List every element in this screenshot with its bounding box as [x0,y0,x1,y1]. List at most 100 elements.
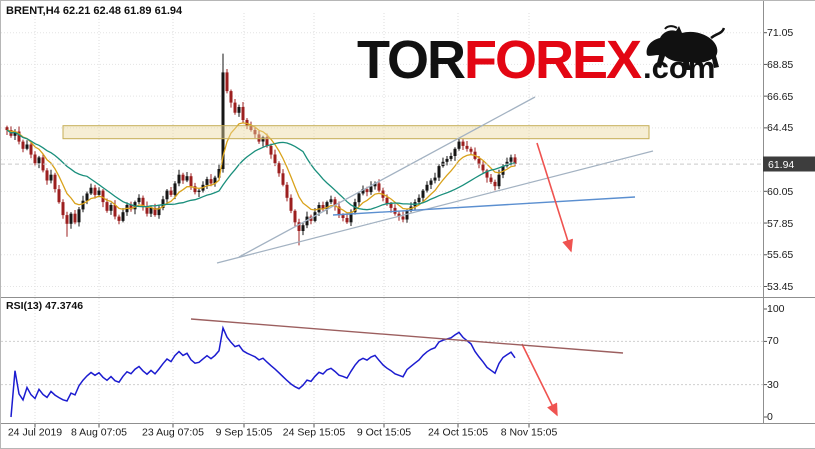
candle-body [77,209,81,223]
candle-body [161,199,165,208]
forecast-arrow [521,343,558,417]
candle-body [469,148,473,152]
candle-body [461,141,465,146]
candle-body [429,180,433,185]
candle-body [61,202,65,216]
logo-text-tor: TOR [357,30,466,90]
candle-body [437,166,441,178]
candle-body [301,225,305,231]
symbol-ohlc-readout: BRENT,H4 62.21 62.48 61.89 61.94 [6,5,183,17]
candle-body [145,206,149,214]
candle-body [465,145,469,149]
candle-body [129,205,133,210]
candle-body [209,179,213,184]
candle-body [333,199,337,207]
time-axis-label: 8 Aug 07:05 [71,427,127,439]
candle-body [25,144,29,149]
candle-body [501,166,505,175]
rsi-trend-line [190,318,624,354]
candle-body [345,218,349,223]
candle-body [137,197,141,203]
rsi-panel-area[interactable] [1,298,763,423]
ma-slow-line [6,129,516,211]
price-axis-label: 55.65 [767,249,793,261]
time-axis-label: 8 Nov 15:05 [501,427,558,439]
candle-body [261,137,265,142]
candle-body [141,197,145,207]
candle-body [457,141,461,149]
candle-body [169,190,173,195]
candle-body [489,177,493,182]
candle-body [217,169,221,178]
candle-body [373,183,377,187]
price-axis-label: 64.45 [767,122,793,134]
candle-body [397,213,401,217]
candle-body [205,179,209,185]
candle-body [269,145,273,155]
price-axis[interactable] [764,1,815,423]
rsi-axis-label: 30 [767,379,779,391]
candle-body [101,190,105,203]
price-axis-label: 71.05 [767,27,793,39]
candle-body [485,170,489,178]
rsi-value-line [10,325,516,418]
candle-body [365,189,369,193]
rsi-axis-label: 100 [767,303,785,315]
candle-body [33,154,37,164]
candle-body [405,210,409,220]
forecast-arrow [536,142,573,253]
candle-body [21,141,25,149]
candle-body [425,184,429,191]
candle-body [121,212,125,221]
candle-body [389,203,393,208]
candle-body [181,174,185,181]
moving-average-lines [6,122,516,214]
candle-body [149,207,153,214]
candle-body [185,176,189,181]
candle-body [177,174,181,184]
price-axis-label: 53.45 [767,281,793,293]
candle-body [57,189,61,203]
candle-body [497,174,501,187]
candle-body [225,72,229,92]
candle-body [281,173,285,185]
price-axis-label: 57.85 [767,218,793,230]
candle-body [73,213,77,223]
candle-body [433,177,437,181]
time-axis[interactable] [1,424,815,448]
candle-body [93,187,97,195]
candle-body [293,210,297,223]
candle-body [289,197,293,211]
candle-body [229,91,233,103]
main-chart-area[interactable] [1,1,763,297]
candle-body [265,137,269,146]
logo-text-forex: FOREX [464,30,642,90]
candle-body [85,193,89,201]
candle-body [513,157,517,164]
candle-body [153,207,157,216]
candle-body [97,190,101,195]
candle-body [117,216,121,221]
candle-body [173,183,177,195]
trend-line [238,96,536,258]
candle-body [361,189,365,194]
candle-body [89,187,93,194]
candle-body [401,216,405,220]
candle-body [157,207,161,216]
trend-line [216,150,654,264]
candle-body [221,72,225,169]
candle-body [113,205,117,217]
candle-body [105,202,109,211]
candle-body [53,174,57,190]
candle-body [481,164,485,171]
analysis-annotations[interactable] [1,96,763,417]
candle-body [277,163,281,174]
candle-body [165,190,169,200]
time-axis-label: 9 Oct 15:05 [357,427,411,439]
candle-body [449,156,453,159]
candle-body [493,181,497,187]
candle-body [109,205,113,211]
candle-body [321,205,325,210]
candle-body [65,215,69,224]
candle-body [285,184,289,198]
